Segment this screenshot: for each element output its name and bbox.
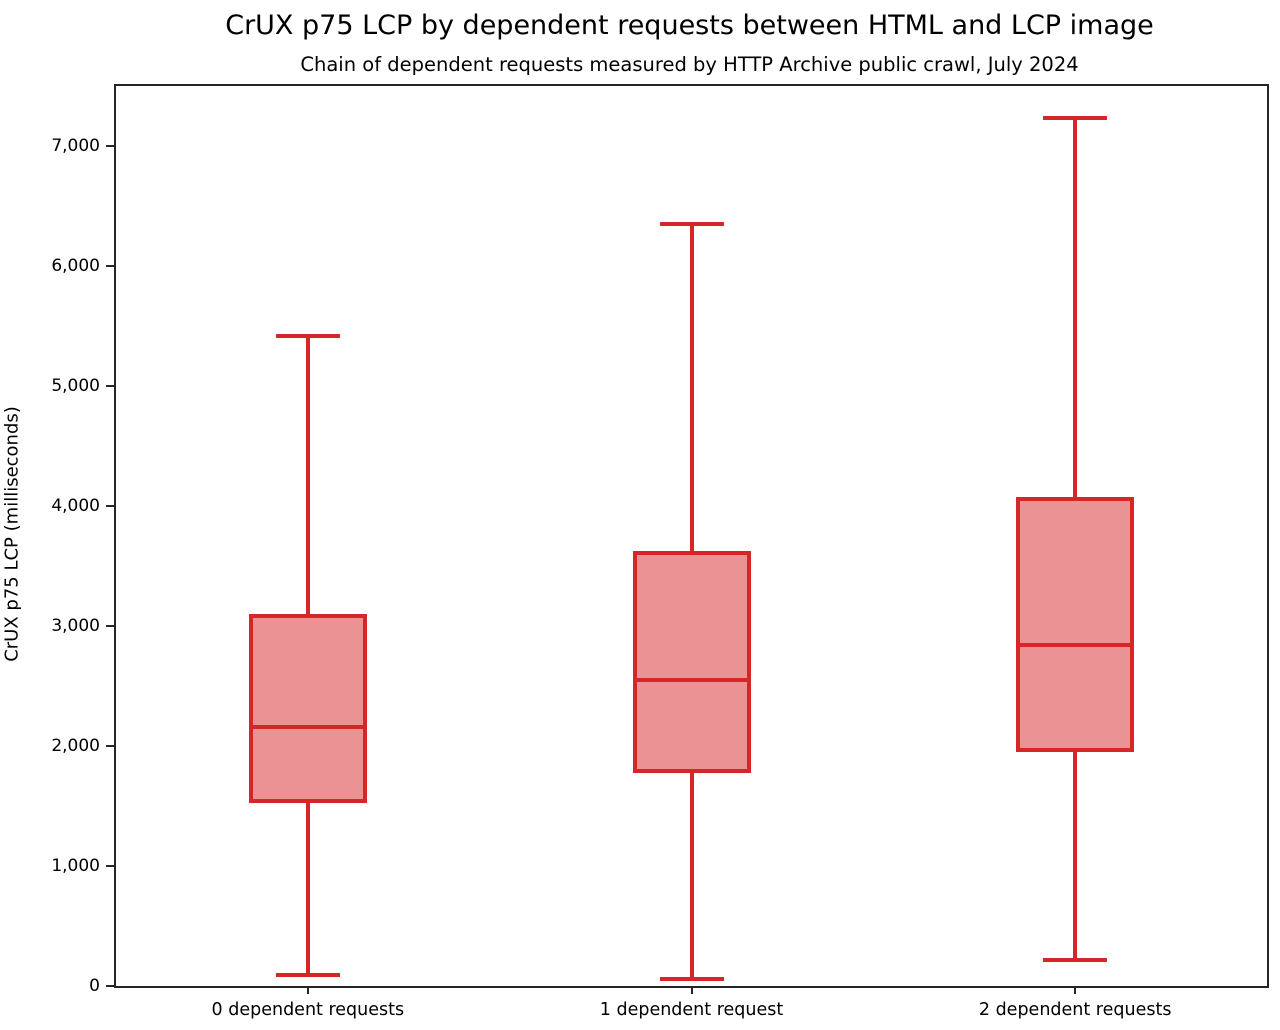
whisker-cap-max (1043, 116, 1108, 121)
x-tick-label: 1 dependent request (599, 1000, 784, 1020)
whisker-upper (689, 224, 694, 553)
y-tick-label: 7,000 (51, 136, 100, 156)
x-tick-label: 2 dependent requests (978, 1000, 1172, 1020)
y-tick-mark (106, 505, 114, 507)
y-tick-mark (106, 385, 114, 387)
median-line (632, 678, 751, 682)
whisker-cap-min (659, 976, 724, 981)
box-iqr (1016, 496, 1135, 752)
chart-title: CrUX p75 LCP by dependent requests betwe… (225, 10, 1154, 41)
box-iqr (248, 614, 367, 804)
whisker-lower (305, 801, 310, 976)
x-tick-mark (690, 986, 693, 994)
x-tick-mark (306, 986, 309, 994)
y-tick-label: 0 (89, 976, 100, 996)
y-tick-mark (106, 625, 114, 627)
y-tick-label: 6,000 (51, 256, 100, 276)
whisker-lower (1073, 749, 1078, 960)
median-line (1016, 643, 1135, 648)
y-axis-label: CrUX p75 LCP (milliseconds) (1, 406, 23, 662)
y-tick-mark (106, 145, 114, 147)
whisker-cap-max (275, 333, 340, 338)
y-tick-mark (106, 745, 114, 747)
plot-area: 0 1,000 2,000 3,000 4,000 5,000 6,000 7,000 0 de… (51, 84, 1269, 1020)
whisker-lower (689, 771, 694, 979)
whisker-cap-min (275, 973, 340, 978)
x-tick-mark (1074, 986, 1077, 994)
y-tick-mark (106, 865, 114, 867)
whisker-upper (305, 335, 310, 617)
y-tick-label: 3,000 (51, 616, 100, 636)
whisker-cap-max (659, 222, 724, 226)
chart-subtitle: Chain of dependent requests measured by … (300, 53, 1079, 76)
whisker-cap-min (1043, 957, 1108, 962)
y-tick-label: 1,000 (51, 856, 100, 876)
y-tick-mark (106, 985, 114, 987)
y-tick-label: 2,000 (51, 736, 100, 756)
box-iqr (632, 550, 751, 774)
whisker-upper (1073, 118, 1078, 499)
y-tick-label: 5,000 (51, 376, 100, 396)
median-line (248, 724, 367, 729)
y-tick-mark (106, 265, 114, 267)
x-tick-label: 0 dependent requests (211, 1000, 405, 1020)
y-tick-label: 4,000 (51, 496, 100, 516)
